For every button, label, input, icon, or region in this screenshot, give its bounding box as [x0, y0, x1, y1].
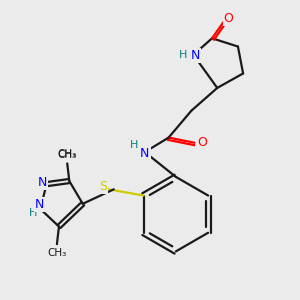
- Text: N: N: [191, 50, 200, 62]
- Text: N: N: [34, 198, 44, 211]
- Text: CH₃: CH₃: [47, 248, 67, 258]
- Text: CH₃: CH₃: [58, 149, 77, 159]
- Text: N: N: [140, 147, 149, 160]
- Text: CH₃: CH₃: [58, 150, 77, 160]
- Text: O: O: [197, 136, 207, 149]
- Text: O: O: [224, 12, 234, 25]
- Text: H: H: [179, 50, 187, 60]
- Text: N: N: [38, 176, 47, 189]
- Text: S: S: [99, 180, 107, 193]
- Text: H: H: [130, 140, 139, 150]
- Text: H: H: [29, 208, 37, 218]
